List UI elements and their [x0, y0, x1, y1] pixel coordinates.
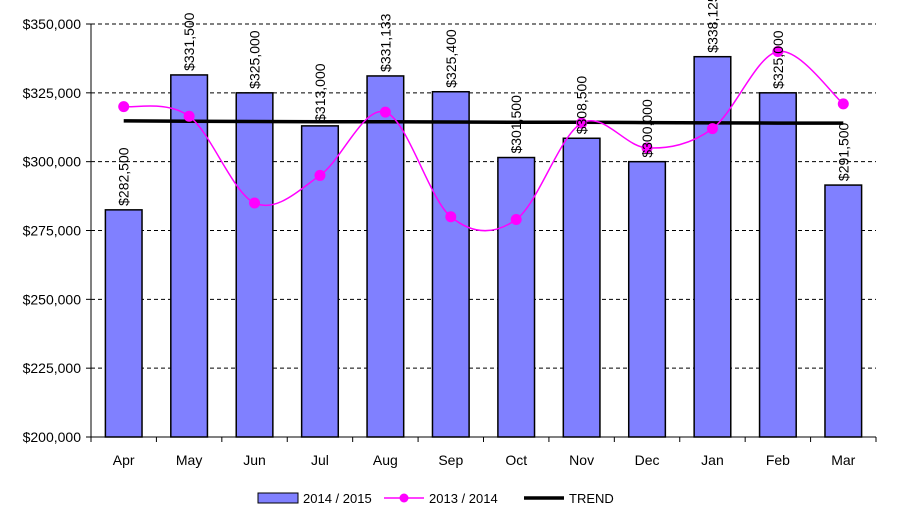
- x-tick-label: Apr: [113, 452, 135, 468]
- trend-line: [123, 119, 844, 125]
- x-tick-label: Aug: [373, 452, 398, 468]
- line-point: [118, 101, 130, 113]
- legend-swatch-bar: [257, 492, 299, 504]
- line-point: [445, 211, 457, 223]
- bar-data-label: $301,500: [508, 95, 524, 154]
- line-point: [249, 197, 261, 209]
- bar-data-label: $282,500: [116, 147, 132, 206]
- y-tick-label: $200,000: [23, 429, 82, 445]
- bar-data-label: $291,500: [835, 122, 851, 181]
- bar: [366, 75, 405, 438]
- trend-series: [123, 119, 844, 125]
- bar-data-label: $325,000: [770, 30, 786, 89]
- x-tick-labels: Apr May Jun Jul Aug Sep Oct Nov Dec Jan Feb Mar: [113, 452, 856, 468]
- y-tick-label: $250,000: [23, 291, 82, 307]
- bar: [104, 209, 143, 438]
- line-series: [118, 46, 849, 232]
- x-tick-label: Dec: [635, 452, 660, 468]
- line-point: [706, 123, 718, 135]
- line-2013-2014: [123, 50, 844, 232]
- bar-series: [104, 55, 863, 438]
- y-tick-label: $300,000: [23, 154, 82, 170]
- legend: 2014 / 2015 2013 / 2014 TREND: [257, 491, 614, 506]
- y-tick-label: $325,000: [23, 85, 82, 101]
- y-tick-label: $225,000: [23, 360, 82, 376]
- x-tick-label: Mar: [831, 452, 855, 468]
- bar: [693, 55, 732, 438]
- grid-lines: [91, 23, 876, 369]
- bar: [758, 92, 797, 438]
- x-tick-label: May: [176, 452, 202, 468]
- data-labels: $282,500 $331,500 $325,000 $313,000 $331,133…: [116, 0, 852, 206]
- axes: [86, 23, 877, 442]
- bar-data-label: $300,000: [639, 99, 655, 158]
- line-point: [576, 117, 588, 129]
- line-point: [772, 46, 784, 58]
- legend-swatch-marker: [399, 493, 409, 503]
- legend-label: TREND: [569, 491, 614, 506]
- bar: [824, 184, 863, 438]
- bar: [431, 90, 470, 438]
- bar-data-label: $308,500: [574, 76, 590, 135]
- x-tick-label: Oct: [505, 452, 527, 468]
- bar: [235, 92, 274, 438]
- bar: [627, 160, 667, 438]
- line-point: [510, 213, 522, 225]
- y-tick-label: $350,000: [23, 16, 82, 32]
- legend-label: 2013 / 2014: [429, 491, 498, 506]
- bar-data-label: $331,500: [181, 12, 197, 71]
- y-tick-label: $275,000: [23, 223, 82, 239]
- x-tick-label: Nov: [569, 452, 594, 468]
- line-point: [641, 142, 653, 154]
- bar-data-label: $313,000: [312, 63, 328, 122]
- line-point: [837, 98, 849, 110]
- x-tick-label: Jul: [311, 452, 329, 468]
- legend-label: 2014 / 2015: [303, 491, 372, 506]
- x-tick-label: Jun: [243, 452, 266, 468]
- x-tick-label: Sep: [438, 452, 463, 468]
- bar-data-label: $325,000: [247, 30, 263, 89]
- line-point: [183, 110, 195, 122]
- x-tick-label: Feb: [766, 452, 790, 468]
- bar: [170, 74, 209, 438]
- bar: [497, 156, 536, 438]
- bar-data-label: $331,133: [377, 13, 393, 72]
- y-tick-labels: $200,000 $225,000 $250,000 $275,000 $300,000…: [23, 16, 82, 445]
- line-point: [379, 106, 391, 118]
- bar: [562, 137, 601, 438]
- x-tick-label: Jan: [701, 452, 724, 468]
- bar-data-label: $325,400: [443, 29, 459, 88]
- bar-data-label: $338,125: [704, 0, 720, 53]
- line-point: [314, 169, 326, 181]
